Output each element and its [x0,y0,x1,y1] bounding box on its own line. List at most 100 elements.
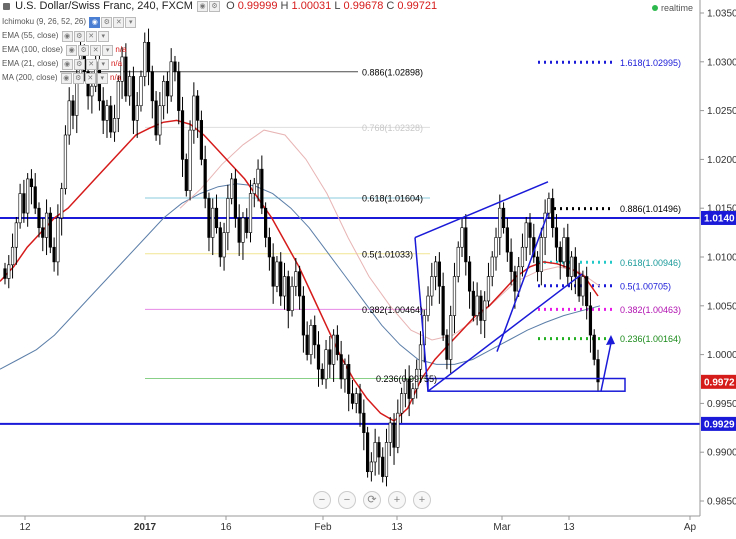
candle-body [513,271,517,292]
candle-body [471,290,475,316]
candle-body [339,354,343,380]
candle-body [581,276,585,297]
candle-body [309,325,313,355]
candle-body [577,276,581,297]
format-icon[interactable]: ⚙ [209,0,220,12]
eye-icon[interactable]: ◉ [60,73,72,84]
realtime-dot-icon [652,5,658,11]
realtime-indicator: realtime [652,3,693,13]
candle-body [279,261,283,297]
fib-right-label: 0.618(1.00946) [620,258,681,268]
candle-body [135,105,139,121]
realtime-label: realtime [661,3,694,13]
candle-body [475,295,479,316]
price-tick-label: 1.0350 [707,9,736,20]
close-icon[interactable]: ✕ [84,73,96,84]
candle-body [535,256,540,272]
more-icon[interactable]: ▾ [102,45,114,56]
eye-icon[interactable]: ◉ [61,31,73,42]
candle-body [264,207,268,238]
candle-body [479,295,483,321]
indicator-ema21[interactable]: EMA (21, close) ◉ ⚙ ✕ ▾ n/a [2,59,122,70]
eye-icon[interactable]: ◉ [61,59,73,70]
candle-body [384,442,389,477]
settings-icon[interactable]: ⚙ [73,31,85,42]
fib-levels [60,60,612,380]
indicator-label: Ichimoku (9, 26, 52, 26) [2,17,87,26]
fib-right-label: 0.886(1.01496) [620,204,681,214]
candle-body [415,368,419,390]
candle-body [350,393,355,404]
time-tick-label: 13 [391,522,403,533]
indicator-ema55[interactable]: EMA (55, close) ◉ ⚙ ✕ ▾ [2,31,109,42]
zoom-plus-button[interactable]: + [388,491,406,509]
candle-body [26,178,30,214]
close-icon[interactable]: ✕ [85,59,97,70]
triangle-lower-line [427,273,583,392]
zoom-minus-button[interactable]: − [338,491,356,509]
settings-icon[interactable]: ⚙ [72,73,84,84]
candle-body [44,212,49,238]
chart-header: U.S. Dollar/Swiss Franc, 240, FXCM ◉ ⚙ O … [0,0,437,16]
candle-body [286,276,290,311]
indicator-ema100[interactable]: EMA (100, close) ◉ ⚙ ✕ ▾ n/a [2,45,127,56]
candle-body [347,364,351,394]
price-axis-bg [700,0,736,534]
eye-icon[interactable]: ◉ [89,17,101,28]
close-icon[interactable]: ✕ [90,45,102,56]
more-icon[interactable]: ▾ [97,31,109,42]
candle-body [214,207,219,229]
candle-body [162,81,166,107]
candle-body [554,227,559,248]
price-tick-label: 1.0000 [707,350,736,361]
price-tick-label: 1.0150 [707,204,736,215]
settings-icon[interactable]: ⚙ [78,45,90,56]
candle-body [430,276,434,297]
indicator-value: n/a [110,73,122,82]
price-axis: 1.0350 1.0300 1.0250 1.0200 1.0150 1.0100 1.00… [699,0,736,534]
candle-body [411,388,415,399]
price-tick-label: 0.9900 [707,448,736,459]
candle-body [177,71,181,111]
fib-right-label: 0.236(1.00164) [620,334,681,344]
candle-body [365,432,370,473]
candle-body [403,378,407,394]
c-value: 0.99721 [397,0,438,13]
candle-body [241,217,245,243]
settings-icon[interactable]: ⚙ [101,17,113,28]
candle-body [517,266,521,292]
zoom-in-button[interactable]: + [413,491,431,509]
fib-right-label: 0.382(1.00463) [620,305,681,315]
indicator-ichimoku[interactable]: Ichimoku (9, 26, 52, 26) ◉ ⚙ ✕ ▾ [2,17,137,28]
candle-body [7,264,11,279]
candle-body [388,422,392,443]
zoom-out-button[interactable]: − [313,491,331,509]
candle-body [18,193,22,224]
candle-body [426,295,430,316]
close-icon[interactable]: ✕ [113,17,125,28]
settings-eye-icon[interactable]: ◉ [197,0,208,12]
candle-body [203,159,207,199]
candle-body [358,393,362,414]
candlesticks [3,28,600,487]
reset-button[interactable]: ⟳ [363,491,381,509]
price-tag [701,374,736,389]
candle-body [188,129,192,191]
indicator-ma200[interactable]: MA (200, close) ◉ ⚙ ✕ ▾ n/a [2,73,121,84]
more-icon[interactable]: ▾ [97,59,109,70]
fib-left-label: 0.618(1.01604) [362,194,423,204]
candle-body [207,198,211,238]
close-icon[interactable]: ✕ [85,31,97,42]
candle-body [369,461,373,473]
candle-body [328,349,332,365]
candle-body [169,61,173,97]
candle-body [569,256,574,277]
more-icon[interactable]: ▾ [125,17,137,28]
more-icon[interactable]: ▾ [96,73,108,84]
settings-icon[interactable]: ⚙ [73,59,85,70]
candle-body [456,246,460,277]
eye-icon[interactable]: ◉ [66,45,78,56]
candle-body [316,344,321,370]
horizontal-lines [0,216,700,425]
